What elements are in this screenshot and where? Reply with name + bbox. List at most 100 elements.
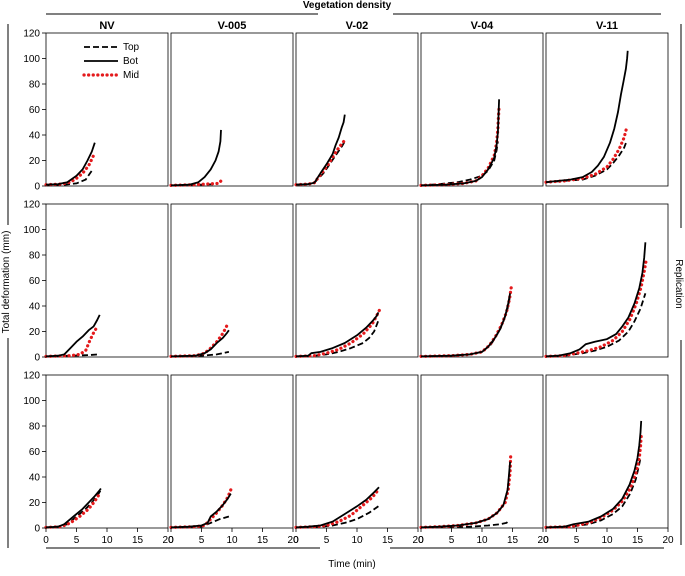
y-tick-label: 0 xyxy=(34,524,40,535)
panel-v-02-row1: V-02 xyxy=(294,20,419,187)
panel-v-04-row2 xyxy=(419,203,544,358)
y-axis-label: Total deformation (mm) xyxy=(1,231,12,334)
panel-v-005-row2 xyxy=(169,203,294,358)
x-tick-label: 20 xyxy=(537,535,549,546)
y-tick-label: 0 xyxy=(34,182,40,193)
vegetation-density-label: Vegetation density xyxy=(303,0,392,11)
panel-frame xyxy=(545,32,669,187)
panel-v-005-row1: V-005 xyxy=(169,20,294,187)
y-tick-label: 120 xyxy=(23,371,40,382)
panel-frame xyxy=(420,203,544,358)
panel-frame xyxy=(545,203,669,358)
series-line-bot xyxy=(170,129,222,187)
panel-frame xyxy=(45,203,169,358)
x-tick-label: 0 xyxy=(43,535,49,546)
panel-frame xyxy=(545,374,669,529)
y-tick-label: 60 xyxy=(29,105,41,116)
x-tick-label: 10 xyxy=(476,535,488,546)
series-line-mid xyxy=(44,492,102,530)
panel-frame xyxy=(45,374,169,529)
series-line-mid xyxy=(419,285,513,358)
y-tick-label: 40 xyxy=(29,131,41,142)
panel-frame xyxy=(170,32,294,187)
y-tick-label: 20 xyxy=(29,156,41,167)
series-line-bot xyxy=(170,493,232,529)
legend-item-mid: Mid xyxy=(82,70,139,81)
x-tick-label: 5 xyxy=(574,535,580,546)
series-line-bot xyxy=(545,420,643,529)
panel-frame xyxy=(420,374,544,529)
series-line-bot xyxy=(295,114,346,186)
series-line-bot xyxy=(295,311,380,358)
legend-label: Top xyxy=(123,42,140,53)
panel-v-11-row3: 0 5 10 15 20 xyxy=(543,374,674,546)
y-tick-label: 80 xyxy=(29,251,41,262)
panel-nv-row1: NV 0 20 40 60 80 100 120 xyxy=(23,20,169,193)
x-tick-label: 20 xyxy=(287,535,299,546)
panel-frame xyxy=(295,203,419,358)
y-tick-label: 80 xyxy=(29,422,41,433)
x-tick-label: 20 xyxy=(412,535,424,546)
x-tick-label: 15 xyxy=(132,535,144,546)
panel-v-04-row3: 0 5 10 15 20 xyxy=(418,374,549,546)
x-tick-label: 15 xyxy=(382,535,394,546)
y-tick-label: 40 xyxy=(29,302,41,313)
series-line-bot xyxy=(295,486,380,529)
y-tick-label: 40 xyxy=(29,473,41,484)
series-line-bot xyxy=(545,50,629,184)
panel-v-02-row2 xyxy=(294,203,419,358)
panel-frame xyxy=(295,374,419,529)
series-line-bot xyxy=(45,314,101,358)
column-title: V-02 xyxy=(346,20,369,32)
series-line-mid xyxy=(294,488,380,530)
y-tick-label: 60 xyxy=(29,447,41,458)
panel-nv-row2: 0 20 40 60 80 100 120 xyxy=(23,200,169,364)
column-title: V-005 xyxy=(218,20,247,32)
panel-frame xyxy=(45,32,169,187)
panel-frame xyxy=(170,203,294,358)
y-tick-label: 120 xyxy=(23,200,40,211)
x-tick-label: 5 xyxy=(449,535,455,546)
panel-v-11-row1: V-11 xyxy=(544,20,669,187)
series-line-mid xyxy=(294,307,382,358)
x-tick-label: 20 xyxy=(662,535,674,546)
series-line-top xyxy=(420,141,499,187)
series-line-bot xyxy=(420,293,511,358)
series-line-top xyxy=(420,519,510,529)
series-line-mid xyxy=(419,453,513,530)
series-line-top xyxy=(420,295,511,358)
panel-v-02-row3: 0 5 10 15 20 xyxy=(293,374,424,546)
series-line-mid xyxy=(44,326,99,358)
series-line-top xyxy=(545,141,628,184)
series-line-mid xyxy=(419,105,501,187)
panel-frame xyxy=(295,32,419,187)
x-tick-label: 5 xyxy=(324,535,330,546)
y-tick-label: 20 xyxy=(29,327,41,338)
y-tick-label: 120 xyxy=(23,29,40,40)
panel-frame xyxy=(420,32,544,187)
x-tick-label: 15 xyxy=(257,535,269,546)
series-line-bot xyxy=(420,99,500,187)
x-tick-label: 15 xyxy=(507,535,519,546)
series-line-mid xyxy=(544,434,643,530)
replication-label: Replication xyxy=(673,259,684,308)
panel-frame xyxy=(170,374,294,529)
x-tick-label: 0 xyxy=(293,535,299,546)
x-tick-label: 0 xyxy=(168,535,174,546)
panel-v-11-row2 xyxy=(544,203,669,358)
series-line-bot xyxy=(45,487,102,529)
column-title: V-11 xyxy=(596,20,618,32)
series-line-mid xyxy=(544,259,648,358)
y-tick-label: 100 xyxy=(23,225,40,236)
legend-item-bot: Bot xyxy=(84,56,138,67)
x-tick-label: 0 xyxy=(418,535,424,546)
y-tick-label: 60 xyxy=(29,276,41,287)
x-tick-label: 5 xyxy=(199,535,205,546)
series-line-mid xyxy=(294,138,347,187)
panel-v-005-row3: 0 5 10 15 20 xyxy=(168,374,299,546)
y-tick-label: 0 xyxy=(34,353,40,364)
